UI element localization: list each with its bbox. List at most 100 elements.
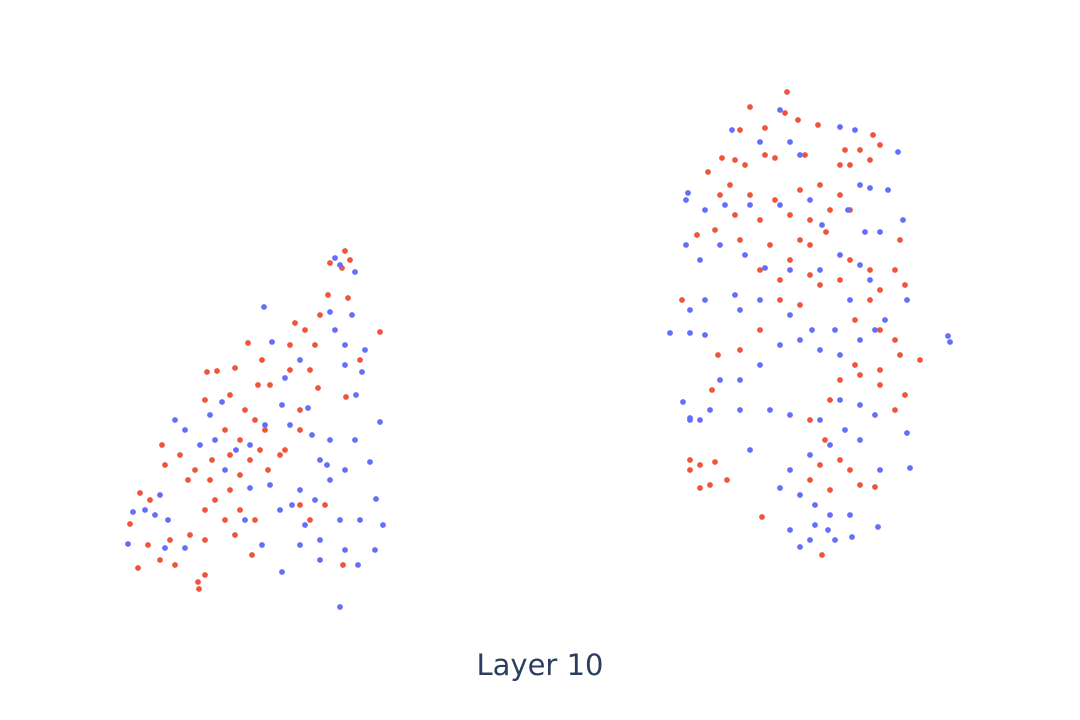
point xyxy=(237,472,243,478)
point xyxy=(232,532,238,538)
point xyxy=(242,517,248,523)
point xyxy=(729,127,735,133)
point xyxy=(327,309,333,315)
point xyxy=(742,162,748,168)
point xyxy=(317,537,323,543)
point xyxy=(262,427,268,433)
point xyxy=(152,512,158,518)
point xyxy=(947,339,953,345)
point xyxy=(307,367,313,373)
point xyxy=(267,382,273,388)
point xyxy=(162,462,168,468)
point xyxy=(202,537,208,543)
point xyxy=(762,125,768,131)
point xyxy=(842,427,848,433)
point xyxy=(875,524,881,530)
point xyxy=(827,487,833,493)
point xyxy=(787,267,793,273)
point xyxy=(342,467,348,473)
point xyxy=(265,467,271,473)
point xyxy=(784,89,790,95)
point xyxy=(687,417,693,423)
point xyxy=(222,467,228,473)
point xyxy=(872,327,878,333)
point xyxy=(737,347,743,353)
point xyxy=(837,252,843,258)
point xyxy=(196,586,202,592)
point xyxy=(817,462,823,468)
point xyxy=(227,487,233,493)
point xyxy=(297,502,303,508)
point xyxy=(237,437,243,443)
point xyxy=(697,257,703,263)
point xyxy=(737,407,743,413)
point xyxy=(282,375,288,381)
point xyxy=(807,417,813,423)
point xyxy=(277,507,283,513)
point xyxy=(269,339,275,345)
point xyxy=(857,372,863,378)
point xyxy=(337,517,343,523)
point xyxy=(207,477,213,483)
point xyxy=(787,212,793,218)
point xyxy=(212,437,218,443)
point xyxy=(807,537,813,543)
point xyxy=(667,330,673,336)
point xyxy=(157,557,163,563)
point xyxy=(172,417,178,423)
point xyxy=(137,490,143,496)
point xyxy=(687,307,693,313)
point xyxy=(767,407,773,413)
point xyxy=(345,295,351,301)
point xyxy=(715,352,721,358)
point xyxy=(202,397,208,403)
point xyxy=(945,333,951,339)
point xyxy=(172,562,178,568)
point xyxy=(870,132,876,138)
point xyxy=(212,497,218,503)
point xyxy=(732,292,738,298)
point xyxy=(772,197,778,203)
point xyxy=(359,369,365,375)
point xyxy=(852,317,858,323)
point xyxy=(233,447,239,453)
point xyxy=(287,367,293,373)
point xyxy=(837,162,843,168)
point xyxy=(817,182,823,188)
point xyxy=(332,327,338,333)
point xyxy=(125,541,131,547)
point xyxy=(292,320,298,326)
point xyxy=(877,287,883,293)
point xyxy=(722,202,728,208)
point xyxy=(877,142,883,148)
point xyxy=(847,467,853,473)
point xyxy=(877,229,883,235)
point xyxy=(687,330,693,336)
point xyxy=(347,257,353,263)
point xyxy=(832,537,838,543)
point xyxy=(815,122,821,128)
point xyxy=(767,242,773,248)
point xyxy=(252,417,258,423)
point xyxy=(237,507,243,513)
point xyxy=(852,362,858,368)
point xyxy=(809,327,815,333)
point xyxy=(787,312,793,318)
point xyxy=(697,485,703,491)
point xyxy=(747,447,753,453)
point xyxy=(343,394,349,400)
point xyxy=(867,157,873,163)
point xyxy=(807,217,813,223)
point xyxy=(255,382,261,388)
point xyxy=(342,362,348,368)
point xyxy=(827,207,833,213)
point xyxy=(683,242,689,248)
point xyxy=(267,482,273,488)
point xyxy=(177,452,183,458)
point xyxy=(822,437,828,443)
point xyxy=(207,412,213,418)
point xyxy=(165,517,171,523)
point xyxy=(352,437,358,443)
point xyxy=(787,467,793,473)
point xyxy=(287,342,293,348)
